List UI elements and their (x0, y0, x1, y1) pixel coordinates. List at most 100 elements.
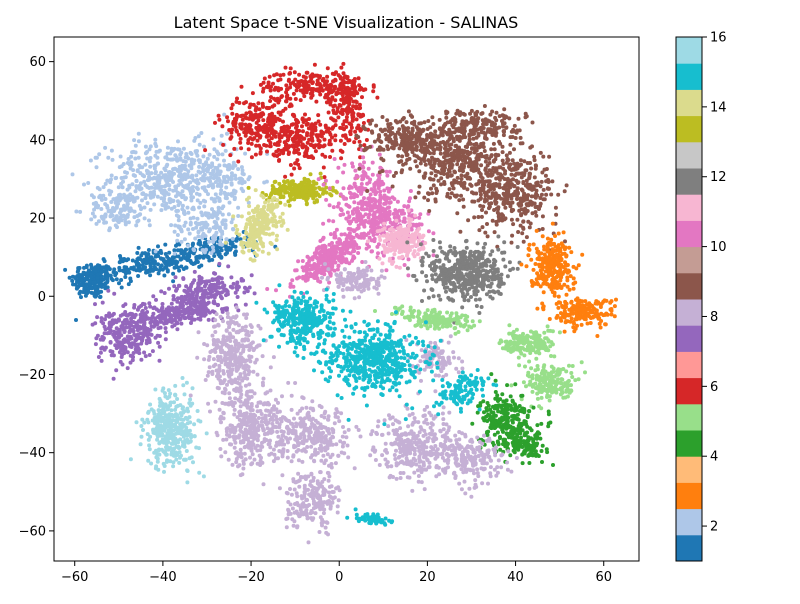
data-point (316, 133, 321, 138)
data-point (208, 179, 213, 184)
data-point (129, 154, 134, 159)
data-point (217, 117, 222, 122)
data-point (390, 184, 395, 189)
data-point (120, 207, 125, 212)
data-point (219, 248, 224, 253)
data-point (263, 200, 268, 205)
data-point (145, 156, 150, 161)
data-point (402, 219, 407, 224)
data-point (515, 197, 519, 201)
data-point (306, 87, 311, 92)
data-point (479, 163, 484, 168)
data-point (537, 206, 541, 211)
data-point (226, 192, 231, 197)
data-point (264, 231, 269, 236)
data-point (186, 243, 191, 248)
data-point (144, 270, 149, 274)
data-point (331, 89, 336, 93)
data-point (248, 221, 253, 226)
data-point (501, 200, 506, 205)
data-point (195, 181, 200, 186)
data-point (214, 220, 218, 225)
data-point (281, 149, 286, 154)
data-point (365, 189, 370, 193)
data-point (487, 206, 491, 211)
data-point (417, 132, 422, 137)
data-point (352, 140, 357, 145)
data-point (516, 180, 521, 185)
data-point (458, 149, 463, 154)
data-point (288, 195, 293, 200)
data-point (296, 120, 301, 125)
data-point (205, 211, 209, 216)
data-point (184, 154, 189, 159)
data-point (380, 261, 385, 266)
data-point (492, 147, 497, 152)
data-point (302, 176, 307, 181)
data-point (148, 207, 153, 212)
data-point (295, 276, 300, 281)
data-point (289, 129, 294, 134)
data-point (457, 285, 462, 290)
data-point (420, 299, 424, 303)
data-point (122, 192, 126, 197)
data-point (293, 186, 298, 191)
data-point (321, 182, 326, 187)
data-point (387, 139, 392, 144)
data-point (255, 138, 260, 143)
data-point (251, 214, 256, 219)
data-point (156, 262, 160, 267)
data-point (159, 251, 164, 255)
data-point (431, 177, 436, 182)
data-point (291, 138, 296, 143)
data-point (378, 238, 383, 242)
data-point (297, 184, 302, 188)
data-point (350, 113, 355, 118)
data-point (324, 197, 329, 202)
data-point (134, 179, 139, 184)
data-point (163, 242, 168, 247)
data-point (463, 159, 468, 164)
data-point (404, 153, 409, 158)
data-point (460, 162, 464, 167)
data-point (361, 155, 366, 160)
data-point (202, 144, 206, 149)
data-point (309, 274, 314, 279)
data-point (274, 149, 279, 154)
data-point (254, 230, 259, 235)
data-point (333, 138, 338, 143)
series-class-2 (70, 112, 270, 256)
data-point (180, 203, 185, 208)
data-point (89, 286, 94, 291)
data-point (193, 236, 198, 241)
data-point (407, 224, 411, 228)
data-point (256, 247, 261, 252)
data-point (479, 214, 484, 219)
data-point (188, 222, 193, 227)
data-point (218, 235, 223, 240)
data-point (270, 111, 274, 116)
data-point (95, 263, 100, 268)
data-point (177, 268, 182, 273)
data-point (344, 115, 349, 120)
data-point (331, 219, 336, 224)
data-point (410, 126, 415, 131)
data-point (365, 146, 370, 150)
data-point (285, 134, 290, 139)
data-point (339, 156, 344, 161)
data-point (361, 222, 366, 227)
data-point (336, 165, 341, 170)
data-point (377, 198, 381, 203)
data-point (340, 149, 345, 154)
data-point (202, 172, 207, 177)
data-point (148, 255, 152, 260)
data-point (152, 261, 157, 266)
data-point (304, 201, 309, 206)
data-point (488, 187, 493, 192)
data-point (303, 112, 307, 117)
data-point (93, 294, 98, 299)
data-point (287, 182, 292, 187)
data-point (198, 200, 203, 205)
data-point (280, 94, 284, 99)
data-point (287, 125, 292, 130)
